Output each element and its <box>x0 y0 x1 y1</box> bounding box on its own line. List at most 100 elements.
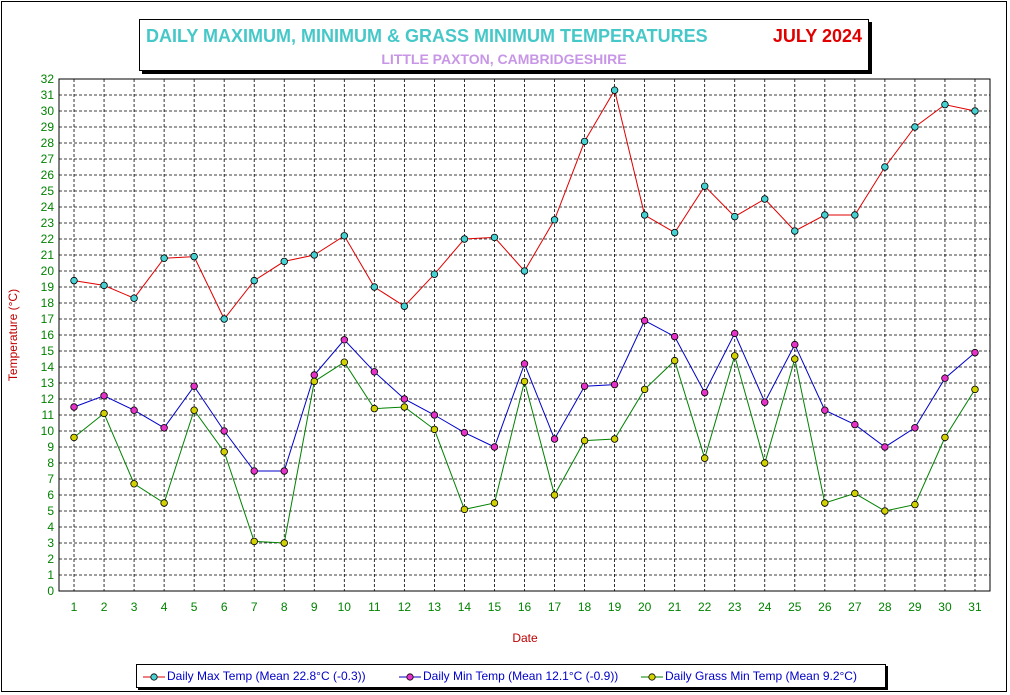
data-point-min <box>851 420 859 429</box>
data-point-grass <box>160 499 168 507</box>
data-point-min <box>130 406 138 414</box>
data-point-max <box>250 276 258 285</box>
y-tick-label: 22 <box>41 232 55 246</box>
data-point-min <box>400 395 409 403</box>
y-tick-label: 24 <box>41 200 55 214</box>
data-point-grass <box>670 356 679 365</box>
data-point-grass <box>791 355 799 363</box>
x-tick-label: 21 <box>668 600 682 614</box>
x-tick-label: 24 <box>758 600 772 614</box>
y-tick-label: 8 <box>47 456 54 470</box>
data-point-min <box>460 428 469 437</box>
data-point-max <box>340 232 349 240</box>
y-tick-label: 15 <box>41 344 55 358</box>
data-point-min <box>670 332 679 341</box>
x-tick-label: 15 <box>488 600 502 614</box>
x-tick-label: 7 <box>251 600 258 614</box>
data-point-grass <box>911 500 919 509</box>
data-point-min <box>550 435 559 443</box>
data-point-max <box>821 211 829 219</box>
x-tick-label: 25 <box>788 600 802 614</box>
data-point-min <box>310 371 318 379</box>
y-tick-label: 0 <box>47 584 54 598</box>
data-point-min <box>700 388 709 397</box>
legend-item-min: Daily Min Temp (Mean 12.1°C (-0.9)) <box>399 669 618 683</box>
y-tick-label: 13 <box>41 376 55 390</box>
x-tick-label: 31 <box>968 600 982 614</box>
data-point-grass <box>851 489 859 498</box>
data-point-max <box>280 257 288 266</box>
data-point-grass <box>941 433 949 442</box>
data-point-min <box>490 443 499 451</box>
y-tick-label: 20 <box>41 264 55 278</box>
x-tick-label: 29 <box>908 600 922 614</box>
x-tick-label: 9 <box>311 600 318 614</box>
legend-max-label: Daily Max Temp (Mean 22.8°C (-0.3)) <box>167 669 366 683</box>
data-point-min <box>430 411 439 419</box>
chart-title-box: DAILY MAXIMUM, MINIMUM & GRASS MINIMUM T… <box>139 19 869 71</box>
y-tick-label: 23 <box>41 216 55 230</box>
y-tick-label: 7 <box>47 472 54 486</box>
y-tick-label: 27 <box>41 152 55 166</box>
data-point-grass <box>640 385 649 394</box>
data-point-grass <box>130 480 138 488</box>
data-point-grass <box>971 385 979 394</box>
data-point-grass <box>761 459 769 467</box>
x-tick-label: 1 <box>71 600 78 614</box>
y-tick-label: 32 <box>41 72 55 86</box>
data-point-grass <box>400 403 409 411</box>
y-tick-label: 12 <box>41 392 55 406</box>
y-tick-label: 18 <box>41 296 55 310</box>
data-point-min <box>160 424 168 432</box>
y-tick-label: 5 <box>47 504 54 518</box>
data-point-grass <box>520 377 529 386</box>
y-tick-label: 6 <box>47 488 54 502</box>
x-tick-label: 19 <box>608 600 622 614</box>
data-point-grass <box>460 505 469 514</box>
x-tick-label: 5 <box>191 600 198 614</box>
data-point-min <box>190 382 198 390</box>
x-tick-label: 8 <box>281 600 288 614</box>
data-point-max <box>70 276 78 285</box>
data-point-min <box>370 368 379 376</box>
data-point-grass <box>370 404 379 413</box>
data-point-min <box>761 398 769 406</box>
data-point-max <box>610 86 619 94</box>
x-tick-label: 3 <box>131 600 138 614</box>
x-tick-label: 11 <box>368 600 381 614</box>
data-point-min <box>520 360 529 368</box>
data-point-min <box>821 406 829 414</box>
y-tick-label: 25 <box>41 184 55 198</box>
y-tick-label: 4 <box>47 520 54 534</box>
chart-title: DAILY MAXIMUM, MINIMUM & GRASS MINIMUM T… <box>146 26 708 46</box>
data-point-max <box>130 294 138 302</box>
data-point-grass <box>250 537 258 546</box>
data-point-grass <box>220 448 228 456</box>
data-point-max <box>941 100 949 109</box>
x-tick-label: 14 <box>458 600 472 614</box>
y-tick-label: 14 <box>41 360 55 374</box>
data-point-max <box>190 252 198 261</box>
data-point-grass <box>190 406 198 414</box>
data-point-max <box>520 267 529 275</box>
data-point-max <box>881 163 889 171</box>
y-tick-label: 3 <box>47 536 54 550</box>
data-point-grass <box>550 491 559 499</box>
data-point-grass <box>580 436 589 445</box>
y-tick-label: 21 <box>41 248 55 262</box>
data-point-max <box>851 211 859 219</box>
legend-max-marker-icon <box>143 673 165 681</box>
y-tick-label: 9 <box>47 440 54 454</box>
data-point-min <box>941 374 949 382</box>
y-tick-label: 10 <box>41 424 55 438</box>
y-tick-label: 17 <box>41 312 55 326</box>
y-tick-label: 26 <box>41 168 55 182</box>
x-tick-label: 6 <box>221 600 228 614</box>
data-point-max <box>460 235 469 243</box>
data-point-min <box>911 424 919 432</box>
data-point-min <box>640 316 649 325</box>
x-tick-label: 28 <box>878 600 892 614</box>
data-point-min <box>731 329 739 338</box>
